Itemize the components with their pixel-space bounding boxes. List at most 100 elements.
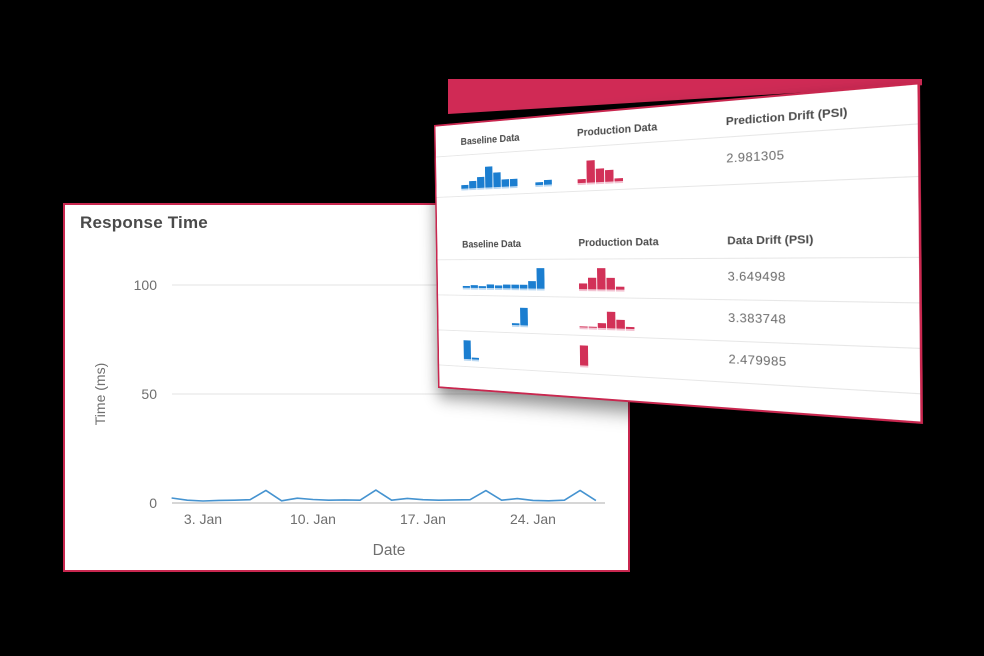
histogram-bar-slot <box>589 326 597 329</box>
histogram-bar-slot <box>588 278 596 291</box>
baseline-histogram <box>464 340 581 367</box>
production-histogram <box>579 311 728 334</box>
histogram-bar-slot <box>616 287 625 292</box>
histogram-bar-slot <box>512 323 520 327</box>
baseline-cell <box>461 161 578 191</box>
histogram-bar-slot <box>469 181 476 190</box>
drift-value: 3.383748 <box>728 310 897 329</box>
histogram-bar <box>535 182 543 185</box>
histogram-bar-slot <box>580 346 588 368</box>
histogram-bar-slot <box>544 180 552 187</box>
histogram-bar <box>469 181 476 188</box>
histogram-bar-slot <box>502 179 510 188</box>
baseline-histogram <box>463 268 580 291</box>
histogram-bar <box>537 268 545 289</box>
histogram-bar-slot <box>605 170 614 184</box>
histogram-bar-slot <box>464 340 471 361</box>
histogram-bar <box>487 285 494 288</box>
histogram-bar <box>588 278 596 289</box>
column-header-metric: Prediction Drift (PSI) <box>726 102 895 128</box>
stage: Response Time 100 50 0 3. Jan 10. Jan 17. Jan… <box>0 0 984 656</box>
histogram-bar-slot <box>511 285 519 290</box>
histogram-bar <box>605 170 614 182</box>
x-tick-label: 17. Jan <box>400 511 446 527</box>
y-tick-label: 100 <box>134 277 158 293</box>
y-tick-label: 50 <box>141 386 157 402</box>
histogram-bar-slot <box>586 160 595 185</box>
histogram-bar-slot <box>597 268 606 291</box>
histogram-bar <box>614 178 623 181</box>
histogram-bar-slot <box>580 326 588 329</box>
histogram-bar-slot <box>614 178 623 183</box>
histogram-bar <box>586 160 595 183</box>
histogram-bar-slot <box>596 168 605 184</box>
histogram-bar <box>580 346 588 366</box>
x-tick-label: 24. Jan <box>510 511 556 527</box>
histogram-bar <box>589 326 597 328</box>
histogram-bar-slot <box>479 286 486 290</box>
histogram-bar <box>528 281 536 288</box>
histogram-bar <box>606 278 615 289</box>
drift-value: 2.981305 <box>726 140 895 165</box>
y-tick-label: 0 <box>149 495 157 511</box>
histogram-bar <box>472 357 479 359</box>
histogram-bar-slot <box>616 320 625 331</box>
histogram-bar <box>598 323 606 328</box>
drift-value: 2.479985 <box>728 351 897 374</box>
column-header-metric: Data Drift (PSI) <box>727 232 896 247</box>
baseline-cell <box>464 340 581 367</box>
histogram-bar-slot <box>579 283 587 291</box>
histogram-bar <box>520 307 528 325</box>
histogram-bar <box>485 166 493 188</box>
histogram-bar <box>578 179 586 183</box>
production-cell <box>579 311 728 334</box>
histogram-bar-slot <box>495 285 502 290</box>
response-time-series <box>172 490 596 501</box>
column-header-baseline: Baseline Data <box>461 128 578 148</box>
histogram-bar-slot <box>537 268 545 291</box>
histogram-bar-slot <box>598 323 606 330</box>
histogram-bar <box>512 323 520 325</box>
baseline-histogram <box>463 306 580 329</box>
histogram-bar-slot <box>520 285 528 290</box>
y-axis-title: Time (ms) <box>92 363 108 425</box>
production-histogram <box>577 152 726 185</box>
histogram-bar <box>520 285 528 288</box>
histogram-bar <box>596 168 605 182</box>
histogram-bar <box>626 327 635 329</box>
histogram-bar-slot <box>607 312 616 331</box>
production-histogram <box>580 346 729 376</box>
production-cell <box>580 346 729 376</box>
histogram-bar <box>580 326 588 328</box>
histogram-bar <box>464 340 471 359</box>
histogram-bar-slot <box>461 185 468 191</box>
x-tick-label: 3. Jan <box>184 511 222 527</box>
baseline-histogram <box>461 161 578 191</box>
histogram-bar <box>616 287 625 290</box>
histogram-bar <box>544 180 552 185</box>
drift-table: Baseline Data Production Data Prediction D… <box>436 91 921 394</box>
histogram-bar-slot <box>528 281 536 290</box>
histogram-bar-slot <box>578 179 586 185</box>
baseline-cell <box>463 268 580 291</box>
histogram-bar-slot <box>463 286 470 289</box>
histogram-bar <box>461 185 468 189</box>
drift-value: 3.649498 <box>728 269 897 285</box>
production-cell <box>577 152 726 185</box>
histogram-bar <box>616 320 625 329</box>
baseline-cell <box>463 306 580 329</box>
histogram-bar-slot <box>472 357 479 361</box>
histogram-bar-slot <box>471 285 478 290</box>
histogram-bar <box>502 179 510 187</box>
x-tick-label: 10. Jan <box>290 511 336 527</box>
histogram-bar-slot <box>535 182 543 187</box>
x-axis-title: Date <box>373 542 406 559</box>
histogram-bar <box>503 285 511 288</box>
histogram-bar <box>463 286 470 288</box>
histogram-bar <box>493 173 501 188</box>
histogram-bar-slot <box>485 166 493 189</box>
histogram-bar <box>510 179 518 187</box>
histogram-bar-slot <box>503 285 511 290</box>
column-header-baseline: Baseline Data <box>462 238 578 251</box>
histogram-bar-slot <box>606 278 615 291</box>
